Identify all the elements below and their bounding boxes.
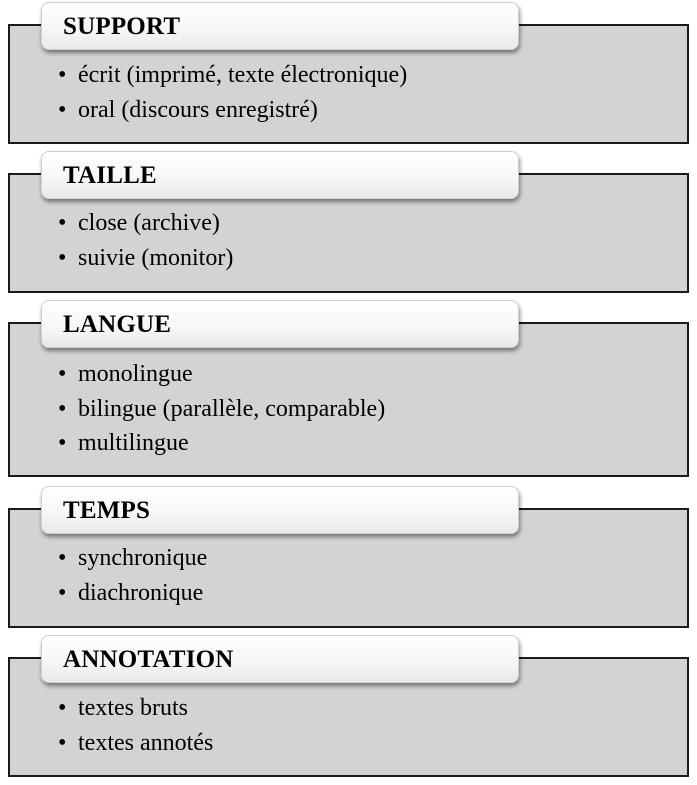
item-text: suivie (monitor): [78, 244, 234, 271]
item-text: monolingue: [78, 361, 193, 387]
list-item: • oral (discours enregistré): [58, 93, 407, 128]
bullet: •: [58, 361, 67, 387]
taille-header-tab: TAILLE: [41, 151, 519, 199]
list-item: • multilingue: [58, 426, 385, 461]
temps-item-list: • synchronique • diachronique: [58, 541, 207, 610]
annotation-item-list: • textes bruts • textes annotés: [58, 691, 213, 760]
annotation-header-tab: ANNOTATION: [41, 635, 519, 683]
bullet: •: [58, 395, 67, 422]
bullet: •: [58, 545, 67, 571]
list-item: • écrit (imprimé, texte électronique): [58, 58, 407, 93]
taille-item-list: • close (archive) • suivie (monitor): [58, 206, 233, 275]
bullet: •: [58, 96, 67, 123]
item-text: multilingue: [78, 430, 189, 456]
bullet: •: [58, 430, 67, 456]
taille-title: TAILLE: [63, 162, 157, 189]
annotation-title: ANNOTATION: [63, 646, 234, 673]
item-text: bilingue (parallèle, comparable): [78, 395, 386, 422]
support-header-tab: SUPPORT: [41, 2, 519, 50]
item-text: écrit (imprimé, texte électronique): [78, 62, 408, 88]
item-text: close (archive): [78, 210, 220, 236]
bullet: •: [58, 729, 67, 756]
item-text: oral (discours enregistré): [78, 96, 318, 123]
list-item: • synchronique: [58, 541, 207, 576]
list-item: • textes annotés: [58, 726, 213, 761]
temps-header-tab: TEMPS: [41, 486, 519, 534]
support-title: SUPPORT: [63, 13, 181, 40]
bullet: •: [58, 579, 67, 606]
item-text: synchronique: [78, 545, 208, 571]
list-item: • bilingue (parallèle, comparable): [58, 392, 385, 427]
bullet: •: [58, 695, 67, 721]
item-text: textes annotés: [78, 729, 214, 756]
bullet: •: [58, 244, 67, 271]
list-item: • close (archive): [58, 206, 233, 241]
bullet: •: [58, 210, 67, 236]
support-item-list: • écrit (imprimé, texte électronique) • or…: [58, 58, 407, 127]
item-text: diachronique: [78, 579, 204, 606]
langue-item-list: • monolingue • bilingue (parallèle, compar…: [58, 357, 385, 461]
list-item: • monolingue: [58, 357, 385, 392]
bullet: •: [58, 62, 67, 88]
item-text: textes bruts: [78, 695, 188, 721]
langue-header-tab: LANGUE: [41, 300, 519, 348]
temps-title: TEMPS: [63, 497, 151, 524]
langue-title: LANGUE: [63, 311, 172, 338]
list-item: • diachronique: [58, 576, 207, 611]
list-item: • suivie (monitor): [58, 241, 233, 276]
list-item: • textes bruts: [58, 691, 213, 726]
